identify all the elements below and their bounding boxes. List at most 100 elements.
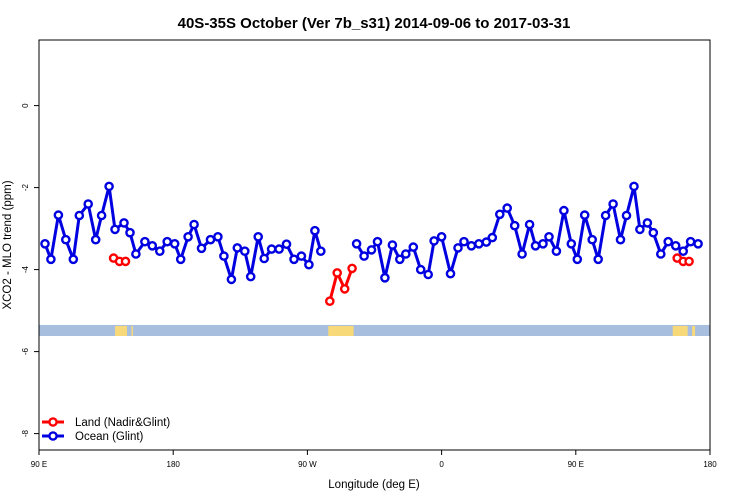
data-point: [351, 238, 362, 249]
data-point: [83, 199, 93, 209]
data-point: [559, 205, 569, 216]
data-point: [315, 246, 326, 256]
data-point: [566, 238, 577, 249]
data-point: [96, 210, 107, 221]
series-ocean-glint: [40, 181, 703, 285]
data-point: [648, 227, 659, 238]
data-point: [366, 245, 377, 255]
data-point: [423, 269, 434, 280]
chart-title: 40S-35S October (Ver 7b_s31) 2014-09-06 …: [178, 15, 571, 32]
series-line: [355, 184, 699, 280]
data-point: [61, 234, 71, 245]
y-tick-label: -4: [21, 265, 30, 273]
y-tick-label: 0: [21, 103, 30, 108]
data-point: [494, 209, 505, 220]
data-point: [140, 236, 150, 247]
data-point: [68, 254, 79, 265]
data-point: [253, 231, 264, 242]
data-point: [579, 210, 590, 220]
data-point: [104, 181, 114, 192]
legend-label: Ocean (Glint): [75, 431, 144, 443]
data-point: [90, 234, 101, 245]
x-axis-label: Longitude (deg E): [328, 479, 420, 491]
data-point: [509, 220, 520, 231]
data-point: [685, 236, 696, 247]
legend-marker: [48, 431, 58, 441]
data-point: [400, 249, 411, 259]
data-point: [474, 238, 484, 249]
data-point: [502, 203, 513, 213]
data-point: [408, 242, 419, 252]
data-point: [175, 254, 186, 265]
x-axis: 90 E 180 90 W 0 90 E 180: [31, 450, 717, 469]
data-point: [593, 254, 604, 265]
data-point: [693, 238, 703, 249]
x-tick-label: 90 W: [298, 460, 317, 469]
data-point: [196, 243, 207, 254]
data-point: [274, 244, 284, 254]
data-point: [245, 271, 256, 282]
data-point: [380, 272, 390, 283]
data-point: [684, 256, 694, 267]
land-ocean-band: [39, 324, 710, 337]
data-point: [266, 244, 277, 254]
data-point: [663, 236, 674, 247]
data-point: [445, 268, 456, 279]
land-patch: [672, 325, 688, 337]
data-point: [670, 240, 681, 251]
data-point: [189, 219, 199, 230]
data-point: [517, 249, 527, 259]
legend-label: Land (Nadir&Glint): [75, 417, 170, 429]
plot-frame: [38, 39, 711, 451]
data-point: [162, 236, 172, 247]
data-point: [131, 249, 141, 259]
series-land-nadir-glint: [108, 253, 694, 307]
data-point: [239, 246, 250, 256]
data-point: [226, 274, 237, 285]
data-point: [600, 210, 611, 221]
data-point: [372, 236, 383, 247]
data-point: [304, 259, 314, 270]
series-layer: [40, 181, 703, 307]
data-point: [642, 218, 653, 228]
data-point: [629, 181, 639, 192]
legend: Land (Nadir&Glint) Ocean (Glint): [42, 417, 170, 443]
data-point: [429, 236, 439, 246]
data-point: [53, 210, 64, 220]
land-patch: [131, 325, 133, 337]
data-point: [538, 238, 548, 249]
data-point: [310, 225, 320, 236]
x-tick-label: 90 E: [568, 460, 584, 469]
y-tick-label: -6: [21, 347, 30, 355]
data-point: [436, 231, 447, 242]
data-point: [219, 251, 229, 261]
legend-marker: [48, 417, 58, 427]
data-point: [169, 238, 180, 249]
data-point: [487, 232, 498, 243]
data-point: [481, 237, 492, 247]
ocean-band: [39, 324, 710, 337]
series-line: [328, 267, 354, 302]
data-point: [120, 256, 131, 267]
data-point: [387, 240, 398, 250]
data-point: [615, 234, 626, 245]
x-tick-label: 0: [439, 460, 444, 469]
x-tick-label: 90 E: [31, 460, 47, 469]
data-point: [46, 254, 56, 265]
data-point: [259, 253, 270, 264]
y-axis: 0 -2 -4 -6 -8: [21, 103, 39, 437]
data-point: [608, 199, 618, 209]
data-point: [359, 251, 369, 261]
data-point: [459, 236, 469, 247]
data-point: [394, 254, 405, 265]
data-point: [296, 251, 307, 261]
data-point: [324, 296, 335, 307]
data-point: [125, 227, 135, 238]
data-point: [213, 231, 223, 242]
data-point: [339, 284, 350, 294]
data-point: [332, 268, 343, 278]
data-point: [544, 231, 554, 242]
data-point: [119, 218, 129, 228]
data-point: [572, 254, 583, 265]
data-point: [74, 210, 85, 221]
